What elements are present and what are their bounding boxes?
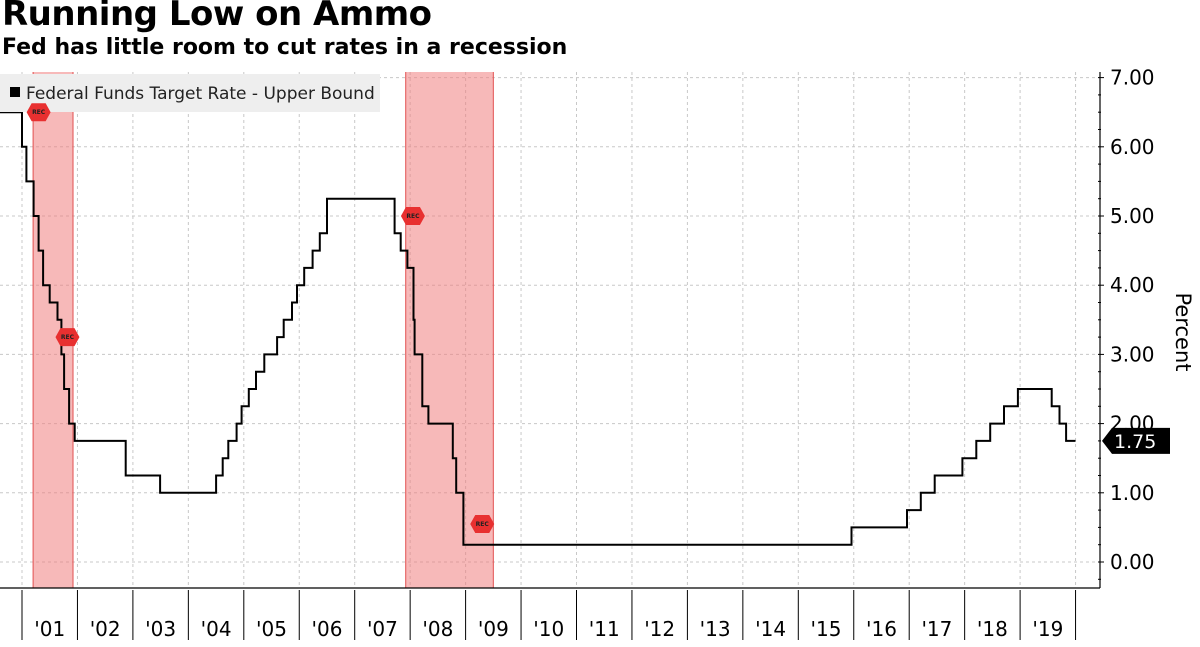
x-tick-label: '16 (866, 617, 897, 641)
x-tick-label: '06 (311, 617, 342, 641)
recession-marker: REC (55, 328, 80, 347)
x-tick-label: '14 (755, 617, 786, 641)
last-value-flag (1102, 427, 1170, 454)
legend-swatch (10, 87, 20, 97)
y-tick-label: 3.00 (1110, 342, 1155, 366)
legend-label: Federal Funds Target Rate - Upper Bound (26, 84, 375, 104)
recession-marker-label: REC (61, 334, 75, 341)
recession-marker: REC (400, 207, 425, 225)
x-tick-label: '13 (700, 617, 731, 641)
last-value-label: 1.75 (1102, 427, 1170, 454)
recession-marker-label: REC (406, 213, 420, 220)
y-tick-label: 6.00 (1110, 135, 1155, 159)
y-tick-label: 5.00 (1110, 204, 1155, 228)
x-tick-label: '07 (367, 617, 398, 641)
recession-marker: REC (26, 103, 51, 122)
y-tick-label: 0.00 (1110, 550, 1155, 574)
x-tick-label: '05 (256, 617, 287, 641)
x-tick-label: '03 (145, 617, 176, 641)
chart-subtitle: Fed has little room to cut rates in a re… (2, 35, 568, 60)
x-tick-label: '08 (422, 617, 453, 641)
recession-markers: REC REC REC REC 1.75 (26, 103, 1170, 533)
x-tick-label: '01 (34, 617, 65, 641)
series-line-layer (0, 111, 1076, 546)
legend: Federal Funds Target Rate - Upper Bound (0, 74, 380, 112)
x-tick-label: '09 (478, 617, 509, 641)
x-tick-label: '11 (589, 617, 620, 641)
recession-marker: REC (470, 514, 495, 533)
recession-marker-shape (400, 207, 425, 225)
x-tick-label: '12 (644, 617, 675, 641)
x-tick-label: '17 (921, 617, 952, 641)
last-value-text: 1.75 (1114, 431, 1156, 453)
x-tick-label: '15 (811, 617, 842, 641)
y-tick-label: 7.00 (1110, 66, 1155, 90)
y-tick-label: 4.00 (1110, 273, 1155, 297)
recession-marker-label: REC (476, 521, 490, 528)
x-tick-label: '18 (977, 617, 1008, 641)
x-tick-label: '10 (533, 617, 564, 641)
y-axis-label: Percent (1171, 292, 1195, 371)
recession-shading (32, 72, 494, 588)
recession-marker-shape (26, 103, 51, 122)
grid (0, 72, 1100, 588)
recession-marker-label: REC (32, 109, 46, 116)
series-line-fed-funds (0, 111, 1076, 546)
x-tick-label: '04 (201, 617, 232, 641)
axes: 0.001.002.003.004.005.006.007.00'01'02'0… (0, 66, 1155, 641)
recession-band (405, 72, 494, 588)
recession-marker-shape (55, 328, 80, 347)
recession-marker-shape (470, 514, 495, 533)
x-tick-label: '19 (1032, 617, 1063, 641)
chart-title: Running Low on Ammo (2, 0, 432, 34)
legend-background (0, 74, 380, 112)
x-tick-label: '02 (90, 617, 121, 641)
y-tick-label: 1.00 (1110, 481, 1155, 505)
